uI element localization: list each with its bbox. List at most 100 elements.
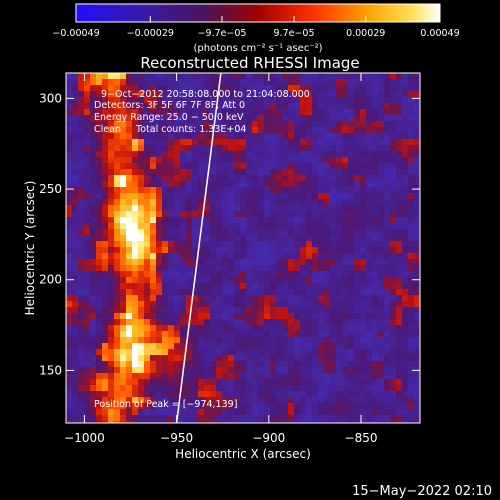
heatmap-cell bbox=[336, 193, 343, 200]
heatmap-cell bbox=[330, 415, 337, 422]
heatmap-cell bbox=[126, 373, 133, 380]
heatmap-cell bbox=[264, 307, 271, 314]
heatmap-cell bbox=[246, 97, 253, 104]
heatmap-cell bbox=[372, 301, 379, 308]
heatmap-cell bbox=[324, 289, 331, 296]
heatmap-cell bbox=[198, 73, 205, 80]
heatmap-cell bbox=[228, 373, 235, 380]
heatmap-cell bbox=[354, 199, 361, 206]
heatmap-cell bbox=[312, 367, 319, 374]
heatmap-cell bbox=[408, 121, 415, 128]
heatmap-cell bbox=[204, 409, 211, 416]
heatmap-cell bbox=[366, 175, 373, 182]
heatmap-cell bbox=[222, 103, 229, 110]
heatmap-cell bbox=[360, 85, 367, 92]
heatmap-cell bbox=[96, 85, 103, 92]
heatmap-cell bbox=[336, 85, 343, 92]
heatmap-cell bbox=[162, 79, 169, 86]
heatmap-cell bbox=[240, 181, 247, 188]
heatmap-cell bbox=[180, 97, 187, 104]
heatmap-cell bbox=[198, 307, 205, 314]
heatmap-cell bbox=[258, 331, 265, 338]
heatmap-cell bbox=[78, 97, 85, 104]
y-tick-label: 300 bbox=[39, 91, 62, 105]
heatmap-cell bbox=[348, 169, 355, 176]
heatmap-cell bbox=[222, 295, 229, 302]
heatmap-cell bbox=[150, 121, 157, 128]
heatmap-cell bbox=[108, 391, 115, 398]
heatmap-cell bbox=[360, 223, 367, 230]
heatmap-cell bbox=[318, 331, 325, 338]
heatmap-cell bbox=[78, 325, 85, 332]
heatmap-cell bbox=[192, 103, 199, 110]
heatmap-cell bbox=[84, 259, 91, 266]
heatmap-cell bbox=[90, 169, 97, 176]
heatmap-cell bbox=[288, 325, 295, 332]
heatmap-cell bbox=[348, 85, 355, 92]
heatmap-cell bbox=[240, 199, 247, 206]
heatmap-cell bbox=[246, 409, 253, 416]
heatmap-cell bbox=[270, 313, 277, 320]
heatmap-cell bbox=[78, 151, 85, 158]
heatmap-cell bbox=[144, 151, 151, 158]
heatmap-cell bbox=[276, 79, 283, 86]
heatmap-cell bbox=[210, 283, 217, 290]
heatmap-cell bbox=[240, 325, 247, 332]
heatmap-cell bbox=[402, 277, 409, 284]
heatmap-cell bbox=[348, 403, 355, 410]
heatmap-cell bbox=[354, 367, 361, 374]
heatmap-cell bbox=[294, 301, 301, 308]
heatmap-cell bbox=[72, 247, 79, 254]
heatmap-cell bbox=[156, 187, 163, 194]
heatmap-cell bbox=[108, 169, 115, 176]
heatmap-cell bbox=[252, 73, 259, 80]
heatmap-cell bbox=[378, 73, 385, 80]
heatmap-cell bbox=[90, 397, 97, 404]
heatmap-cell bbox=[384, 193, 391, 200]
heatmap-cell bbox=[150, 73, 157, 80]
heatmap-cell bbox=[360, 217, 367, 224]
heatmap-cell bbox=[126, 271, 133, 278]
heatmap-cell bbox=[138, 289, 145, 296]
heatmap-cell bbox=[414, 133, 420, 140]
heatmap-cell bbox=[132, 379, 139, 386]
heatmap-cell bbox=[252, 271, 259, 278]
heatmap-cell bbox=[402, 241, 409, 248]
heatmap-cell bbox=[252, 121, 259, 128]
heatmap-cell bbox=[264, 85, 271, 92]
heatmap-cell bbox=[294, 175, 301, 182]
heatmap-cell bbox=[132, 151, 139, 158]
heatmap-cell bbox=[126, 367, 133, 374]
heatmap-cell bbox=[306, 379, 313, 386]
heatmap-cell bbox=[144, 235, 151, 242]
heatmap-cell bbox=[252, 211, 259, 218]
heatmap-cell bbox=[264, 355, 271, 362]
heatmap-cell bbox=[378, 151, 385, 158]
heatmap-cell bbox=[324, 175, 331, 182]
heatmap-cell bbox=[120, 355, 127, 362]
heatmap-cell bbox=[126, 187, 133, 194]
heatmap-cell bbox=[156, 181, 163, 188]
heatmap-cell bbox=[282, 253, 289, 260]
heatmap-cell bbox=[318, 205, 325, 212]
heatmap-cell bbox=[174, 97, 181, 104]
heatmap-cell bbox=[126, 199, 133, 206]
heatmap-cell bbox=[108, 175, 115, 182]
heatmap-cell bbox=[258, 139, 265, 146]
heatmap-cell bbox=[324, 85, 331, 92]
heatmap-cell bbox=[84, 103, 91, 110]
heatmap-cell bbox=[180, 109, 187, 116]
heatmap-cell bbox=[324, 235, 331, 242]
heatmap-cell bbox=[288, 331, 295, 338]
heatmap-cell bbox=[84, 277, 91, 284]
heatmap-cell bbox=[408, 271, 415, 278]
heatmap-cell bbox=[72, 403, 79, 410]
heatmap-cell bbox=[240, 277, 247, 284]
heatmap-cell bbox=[402, 127, 409, 134]
heatmap-cell bbox=[102, 403, 109, 410]
heatmap-cell bbox=[168, 187, 175, 194]
heatmap-cell bbox=[258, 397, 265, 404]
heatmap-cell bbox=[408, 199, 415, 206]
heatmap-cell bbox=[210, 79, 217, 86]
heatmap-cell bbox=[228, 337, 235, 344]
